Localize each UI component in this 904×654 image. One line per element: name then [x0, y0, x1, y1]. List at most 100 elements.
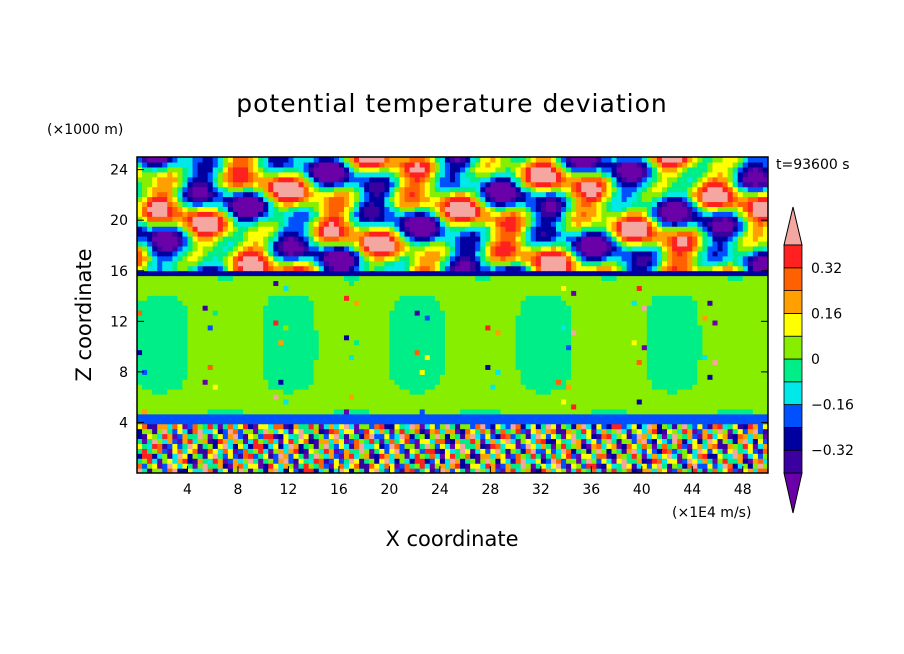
heatmap-cell: [717, 305, 724, 311]
heatmap-cell: [192, 290, 199, 296]
heatmap-cell: [217, 379, 224, 385]
heatmap-cell: [237, 300, 244, 306]
heatmap-cell: [449, 379, 456, 385]
heatmap-cell: [172, 458, 178, 464]
heatmap-cell: [555, 438, 562, 444]
heatmap-cell: [197, 408, 204, 415]
heatmap-cell: [207, 448, 214, 454]
heatmap-cell: [667, 468, 673, 473]
heatmap-cell: [313, 359, 320, 365]
heatmap-cell: [661, 413, 668, 420]
heatmap-cell: [333, 413, 340, 420]
heatmap-cell: [308, 280, 315, 286]
heatmap-cell: [434, 354, 441, 361]
heatmap-cell: [465, 443, 471, 449]
heatmap-cell: [697, 364, 703, 370]
heatmap-cell: [460, 280, 466, 286]
heatmap-cell: [596, 364, 603, 370]
heatmap-cell: [727, 300, 734, 306]
heatmap-cell: [500, 329, 507, 336]
heatmap-cell: [187, 438, 194, 444]
heatmap-cell: [379, 344, 385, 351]
heatmap-cell: [152, 443, 158, 449]
heatmap-cell: [177, 389, 184, 395]
heatmap-cell: [248, 453, 254, 459]
heatmap-cell: [626, 443, 633, 449]
heatmap-cell: [455, 428, 461, 435]
heatmap-cell: [752, 443, 759, 449]
heatmap-cell: [222, 359, 229, 365]
heatmap-cell: [222, 458, 229, 464]
heatmap-cell: [495, 398, 502, 405]
heatmap-cell: [293, 413, 300, 420]
heatmap-cell: [687, 319, 693, 326]
heatmap-cell: [338, 379, 345, 385]
heatmap-cell: [152, 364, 158, 370]
heatmap-cell: [202, 339, 209, 346]
heatmap-cell: [641, 463, 648, 469]
heatmap-cell: [424, 300, 431, 306]
heatmap-cell: [465, 438, 471, 444]
heatmap-cell: [495, 359, 502, 365]
heatmap-cell: [182, 438, 189, 444]
heatmap-cell: [394, 369, 401, 375]
heatmap-cell: [404, 280, 411, 286]
heatmap-cell: [142, 324, 148, 331]
heatmap-cell: [444, 315, 451, 321]
heatmap-cell: [399, 468, 406, 473]
heatmap-cell: [490, 290, 497, 296]
heatmap-cell: [424, 453, 431, 459]
heatmap-cell: [359, 310, 365, 316]
heatmap-cell: [343, 329, 350, 336]
heatmap-cell: [192, 300, 199, 306]
heatmap-cell: [717, 428, 724, 435]
heatmap-cell: [253, 384, 259, 390]
heatmap-cell: [545, 394, 552, 400]
heatmap-cell: [722, 354, 729, 361]
heatmap-cell: [207, 453, 214, 459]
heatmap-cell: [389, 295, 396, 301]
heatmap-cell: [243, 334, 249, 341]
heatmap-cell: [646, 384, 653, 390]
heatmap-cell: [636, 280, 643, 286]
heatmap-cell: [273, 334, 279, 341]
heatmap-cell: [248, 329, 254, 336]
heatmap-cell: [333, 290, 340, 296]
heatmap-cell: [611, 468, 618, 473]
heatmap-cell: [232, 428, 239, 435]
heatmap-cell: [187, 374, 194, 380]
heatmap-cell: [354, 418, 360, 425]
heatmap-cell: [152, 305, 158, 311]
heatmap-cell: [359, 319, 365, 326]
heatmap-cell: [682, 344, 688, 351]
heatmap-cell: [571, 349, 577, 356]
heatmap-cell: [601, 319, 608, 326]
heatmap-cell: [227, 310, 234, 316]
heatmap-cell: [444, 319, 451, 326]
heatmap-cell: [323, 324, 330, 331]
heatmap-cell: [667, 443, 673, 449]
heatmap-cell: [298, 453, 305, 459]
heatmap-cell: [757, 418, 764, 425]
heatmap-cell: [485, 389, 491, 395]
heatmap-cell: [616, 374, 623, 380]
heatmap-cell: [485, 384, 491, 390]
heatmap-cell: [207, 389, 214, 395]
heatmap-cell: [762, 443, 768, 449]
heatmap-cell: [414, 428, 421, 435]
heatmap-cell: [419, 438, 426, 444]
heatmap-cell: [661, 394, 668, 400]
heatmap-cell: [712, 280, 719, 286]
heatmap-cell: [515, 458, 522, 464]
heatmap-cell: [369, 305, 375, 311]
heatmap-cell: [667, 280, 673, 286]
heatmap-cell: [399, 285, 406, 291]
heatmap-cell: [192, 310, 199, 316]
heatmap-cell: [167, 438, 173, 444]
heatmap-cell: [510, 423, 517, 430]
heatmap-cell: [636, 453, 643, 459]
heatmap-cell: [682, 463, 688, 469]
heatmap-cell: [182, 458, 189, 464]
heatmap-cell: [354, 324, 360, 331]
heatmap-cell: [379, 438, 385, 444]
